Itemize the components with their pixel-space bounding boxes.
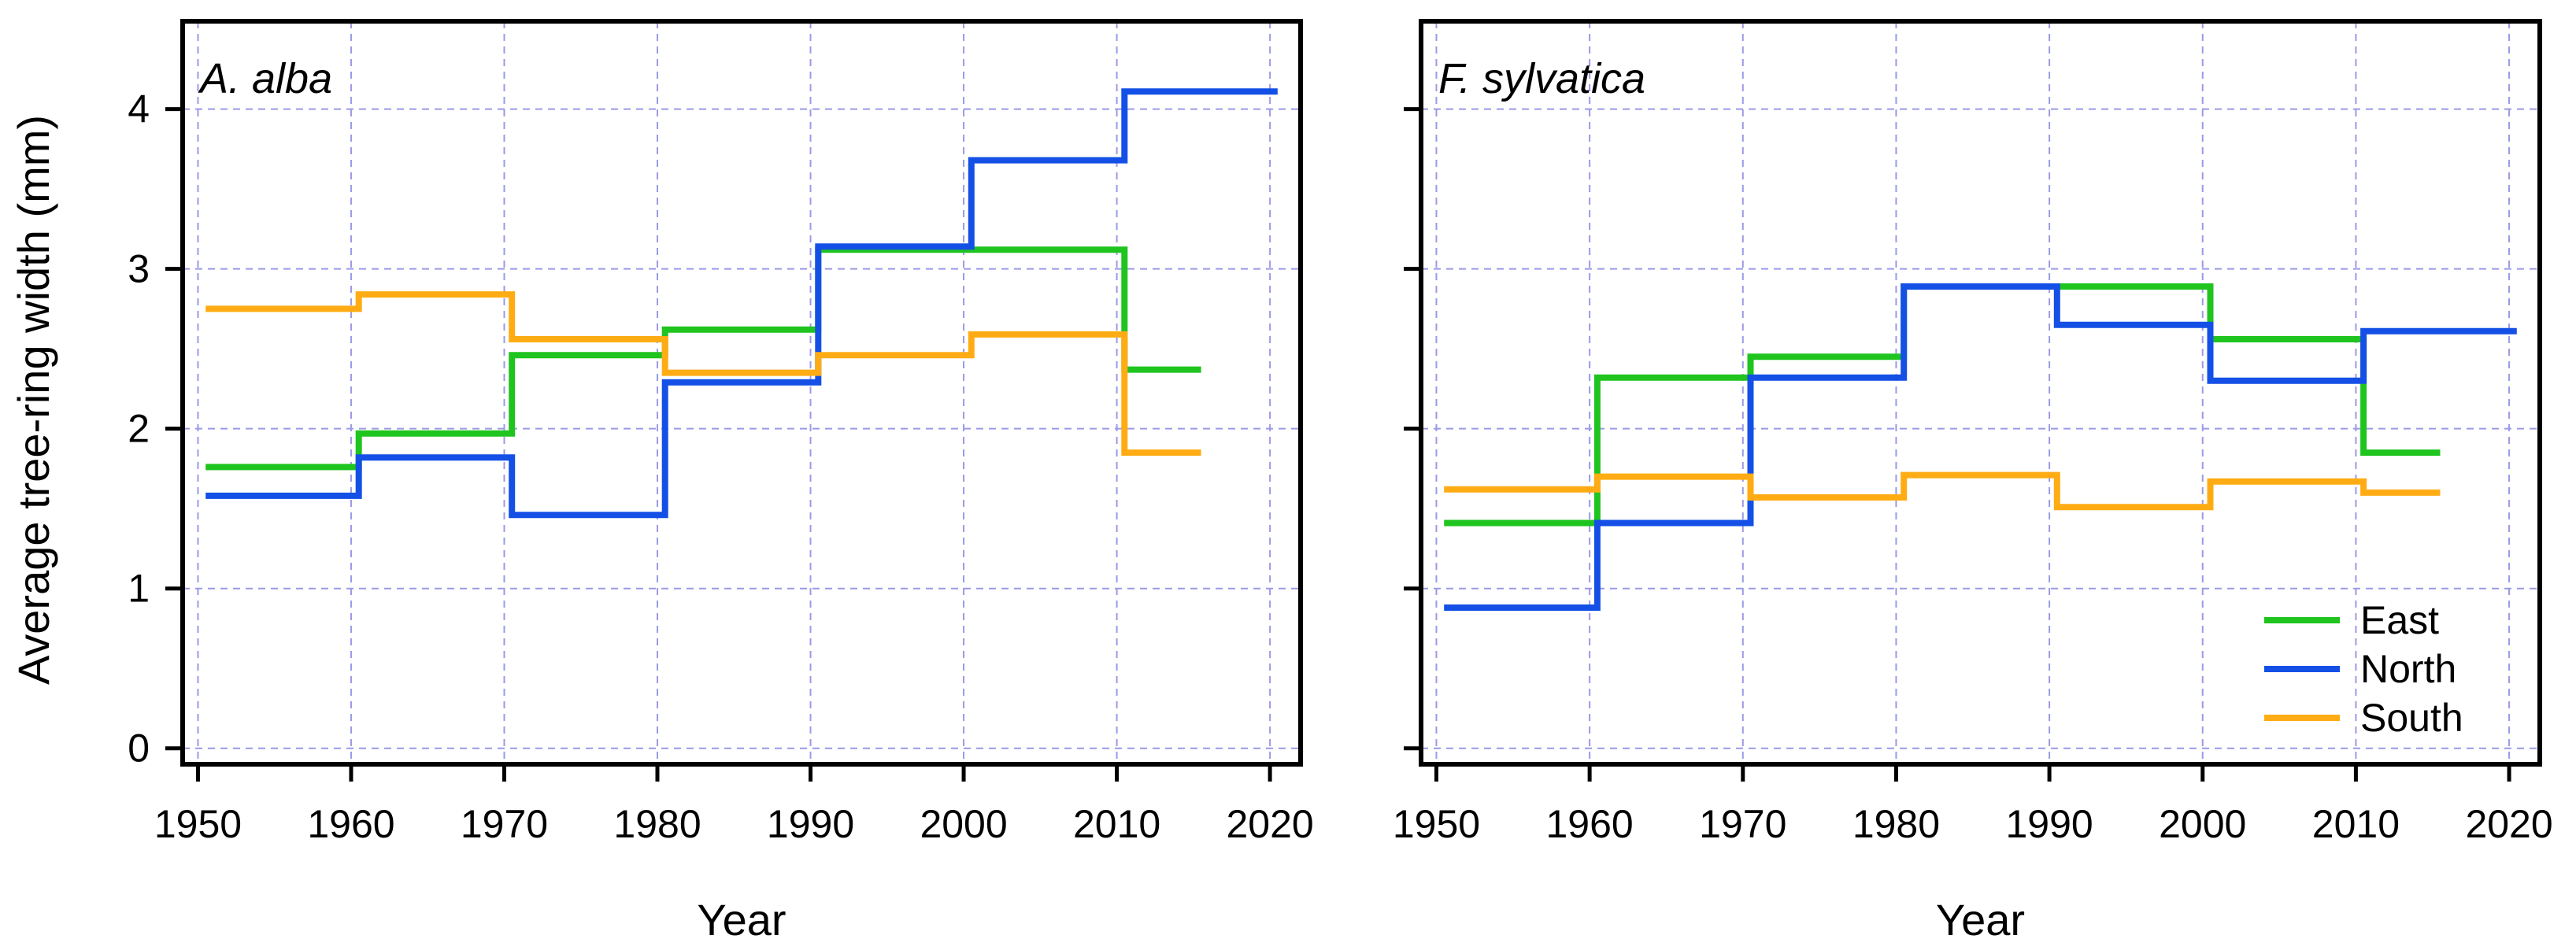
x-tick-label: 1990 (2005, 802, 2093, 846)
y-tick-label: 2 (128, 407, 150, 451)
x-tick-label: 1960 (307, 802, 394, 846)
plot-frame (180, 19, 1303, 767)
legend-label-south: South (2360, 696, 2463, 740)
panel-f-sylvatica: 1950 1960 1970 1980 1990 2000 2010 2020 Year F. s… (1393, 19, 2553, 944)
series-south-line (1444, 471, 2441, 511)
series-east-line (205, 246, 1201, 471)
x-tick-label: 1970 (461, 802, 548, 846)
panel-title: F. sylvatica (1438, 55, 1645, 102)
y-tick-label: 3 (128, 247, 150, 291)
x-tick-label: 1980 (613, 802, 701, 846)
y-axis-title: Average tree-ring width (mm) (9, 115, 58, 685)
x-tick-label: 1970 (1699, 802, 1786, 846)
y-tick-label: 4 (128, 87, 150, 131)
x-tick-label: 1980 (1852, 802, 1940, 846)
series-south-line (205, 291, 1201, 457)
x-tick-label: 2010 (2312, 802, 2400, 846)
series-north-line (205, 88, 1278, 519)
legend-label-east: East (2360, 598, 2439, 642)
x-tick-label: 2020 (2465, 802, 2552, 846)
x-tick-label: 1950 (154, 802, 242, 846)
x-tick-label: 2000 (920, 802, 1007, 846)
plot-frame (1419, 19, 2542, 767)
x-tick-label: 2000 (2159, 802, 2246, 846)
panel-a-alba: 1950 1960 1970 1980 1990 2000 2010 2020 0 1 2 3 4 Yea… (128, 19, 1314, 944)
x-tick-label: 1990 (767, 802, 854, 846)
x-tick-label: 2020 (1226, 802, 1313, 846)
series-north-line (1444, 283, 2517, 611)
y-tick-label: 0 (128, 726, 150, 771)
legend: East North South (2264, 598, 2463, 740)
panel-title: A. alba (198, 55, 332, 102)
legend-label-north: North (2360, 647, 2456, 691)
x-tick-label: 1950 (1393, 802, 1480, 846)
x-tick-label: 1960 (1546, 802, 1634, 846)
x-tick-label: 2010 (1073, 802, 1160, 846)
x-axis-title: Year (1936, 895, 2025, 944)
y-tick-label: 1 (128, 567, 150, 611)
x-axis-title: Year (697, 895, 786, 944)
